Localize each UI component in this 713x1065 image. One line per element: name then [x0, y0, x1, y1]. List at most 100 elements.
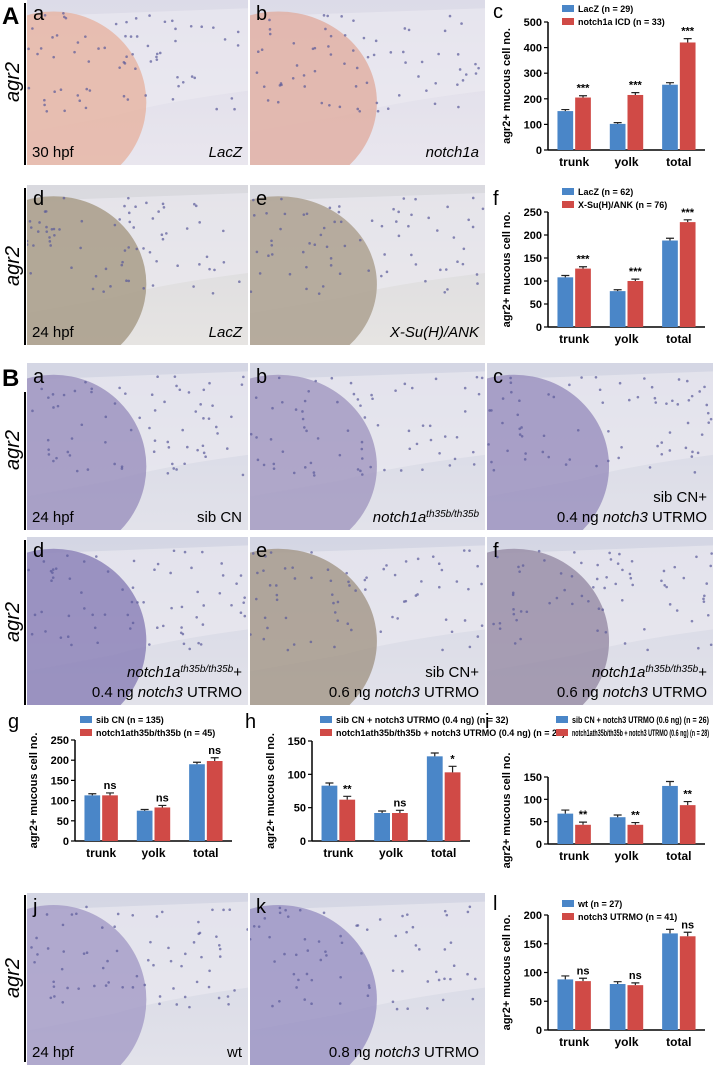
significance-label: ns: [156, 792, 169, 804]
cell: [391, 615, 394, 619]
error-bar: [683, 931, 692, 937]
caption: X-Su(H)/ANK: [389, 324, 480, 341]
cell: [403, 382, 407, 386]
cell: [455, 435, 459, 439]
cell: [82, 952, 86, 955]
cell: [283, 212, 287, 216]
cell: [240, 383, 244, 386]
cell: [404, 599, 408, 603]
legend-swatch: [320, 716, 332, 723]
error-bar: [613, 814, 622, 818]
cell: [160, 233, 164, 236]
error-bar: [579, 977, 588, 982]
cell: [277, 376, 281, 380]
cell: [446, 288, 449, 291]
error-bar: [665, 780, 674, 786]
stage-label: 24 hpf: [32, 1044, 75, 1061]
y-tick-label: 100: [288, 769, 306, 781]
cell: [286, 915, 290, 918]
cell: [368, 986, 371, 990]
y-tick-label: 0: [63, 836, 69, 848]
cell: [129, 428, 133, 432]
cell: [322, 14, 326, 17]
significance-label: ***: [577, 254, 591, 266]
cell: [471, 997, 475, 1001]
cell: [45, 225, 48, 229]
cell: [596, 563, 599, 567]
cell: [90, 390, 93, 394]
cell: [66, 554, 69, 557]
y-axis-label: agr2+ mucous cell no.: [501, 28, 513, 144]
cell: [104, 441, 107, 444]
y-tick-label: 400: [524, 43, 542, 55]
cell: [216, 432, 219, 435]
cell: [62, 196, 66, 200]
error-bar: [140, 808, 149, 811]
cell: [541, 450, 545, 454]
cell: [456, 53, 460, 56]
cell: [668, 449, 672, 452]
cell: [250, 633, 252, 636]
cell: [62, 950, 66, 953]
caption: sib CN+: [425, 664, 479, 681]
cell: [121, 588, 124, 591]
cell: [395, 220, 398, 223]
cell: [461, 79, 465, 82]
cell: [264, 555, 267, 558]
yolk: [250, 374, 377, 530]
bar: [339, 799, 356, 841]
bar: [609, 123, 626, 150]
cell: [134, 17, 138, 20]
cell: [276, 100, 280, 104]
cell: [144, 94, 148, 97]
cell: [187, 391, 191, 394]
cell: [175, 468, 178, 471]
cell: [220, 562, 223, 565]
yolk: [27, 548, 147, 705]
cell: [190, 566, 193, 570]
cell: [571, 602, 574, 606]
caption-part: UTRMO: [183, 684, 242, 701]
cell: [181, 428, 184, 432]
y-tick-label: 150: [524, 772, 542, 784]
cell: [330, 593, 334, 596]
cell: [676, 403, 680, 406]
cell: [313, 69, 317, 73]
significance-label: ns: [577, 965, 590, 977]
cell: [354, 589, 357, 592]
cell: [167, 946, 170, 950]
caption: 0.6 ng notch3 UTRMO: [557, 684, 707, 701]
cell: [468, 645, 472, 649]
legend-swatch: [562, 188, 574, 195]
legend-label: X-Su(H)/ANK (n = 76): [578, 200, 667, 210]
cell: [156, 375, 159, 379]
yolk: [250, 196, 377, 345]
cell: [54, 567, 58, 570]
cell: [215, 107, 219, 111]
cell: [408, 447, 412, 451]
cell: [178, 388, 182, 392]
cell: [172, 549, 176, 553]
cell: [218, 955, 222, 958]
cell: [552, 395, 556, 399]
cell: [456, 260, 459, 264]
panel-letter: a: [33, 3, 45, 25]
cell: [170, 19, 174, 23]
cell: [266, 99, 270, 102]
cell: [443, 948, 447, 951]
cell: [515, 618, 518, 622]
cell: [184, 952, 187, 956]
cell: [161, 202, 165, 206]
cell: [175, 384, 178, 388]
cell: [303, 938, 307, 941]
cell: [51, 36, 54, 39]
y-tick-label: 150: [524, 253, 542, 265]
cell: [668, 603, 672, 606]
caption-part: th35b/th35b: [645, 664, 698, 675]
cell: [328, 206, 332, 210]
caption: 0.6 ng notch3 UTRMO: [329, 684, 479, 701]
cell: [211, 908, 214, 912]
caption-part: th35b/th35b: [180, 664, 233, 675]
bar: [102, 795, 118, 841]
cell: [660, 452, 664, 456]
